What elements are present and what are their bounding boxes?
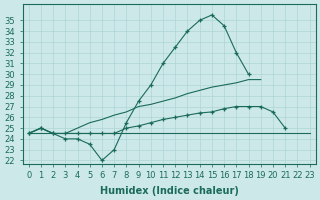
X-axis label: Humidex (Indice chaleur): Humidex (Indice chaleur): [100, 186, 238, 196]
